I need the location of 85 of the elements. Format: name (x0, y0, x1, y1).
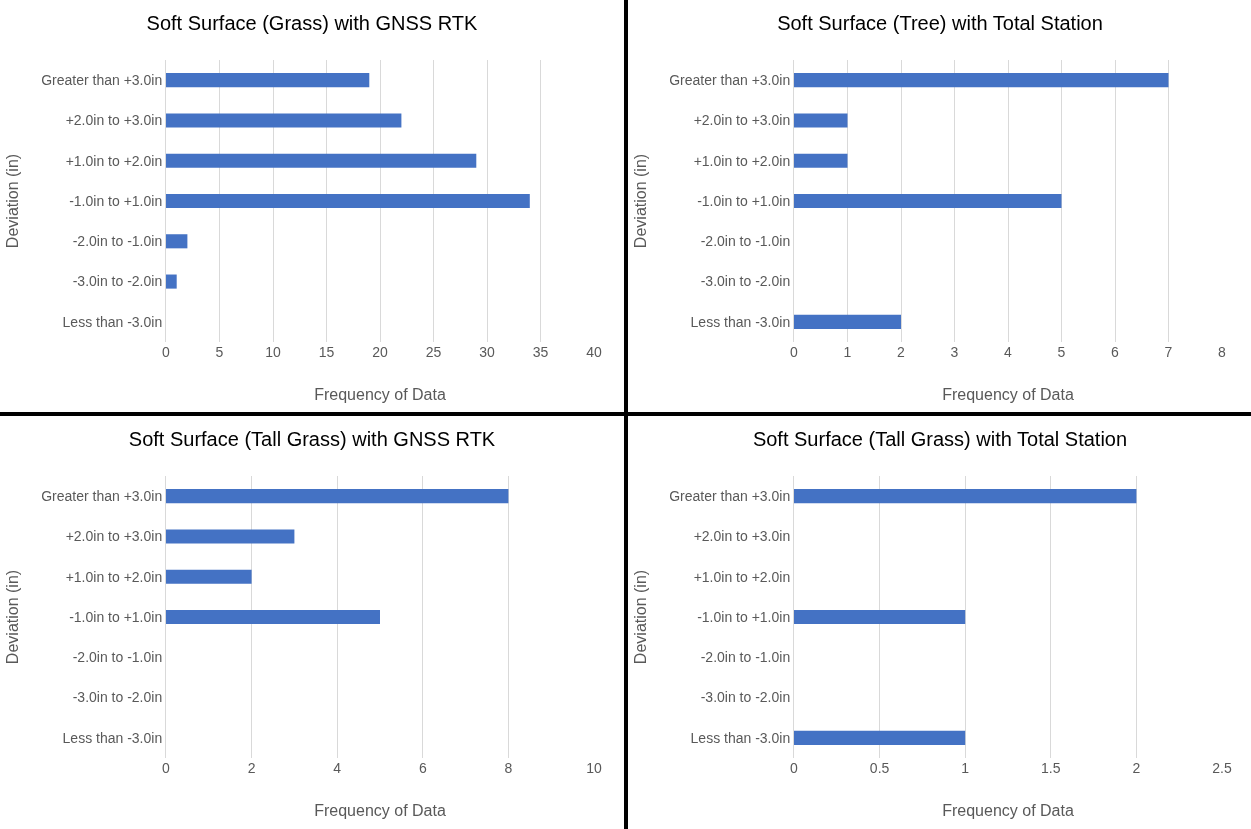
x-axis-title: Frequency of Data (314, 386, 446, 403)
bar (166, 234, 188, 249)
x-tick-label: 4 (333, 760, 342, 776)
bar (794, 193, 1062, 209)
y-tick-label: -2.0in to -1.0in (72, 649, 163, 666)
x-tick-label: 2.5 (1212, 760, 1232, 776)
y-tick-label: +2.0in to +3.0in (693, 112, 791, 129)
x-tick-label: 4 (1004, 344, 1013, 360)
bar (166, 193, 530, 209)
y-tick-label: -3.0in to -2.0in (700, 689, 791, 706)
x-tick-label: 25 (425, 344, 442, 360)
bar (166, 489, 509, 504)
bar (166, 274, 177, 289)
bar (166, 73, 370, 88)
x-tick-label: 0 (162, 344, 171, 360)
y-tick-label: +1.0in to +2.0in (693, 152, 791, 169)
x-tick-label: 20 (372, 344, 388, 360)
bar (794, 314, 901, 329)
y-tick-label: +2.0in to +3.0in (693, 528, 791, 545)
bar (166, 529, 295, 544)
bar (794, 153, 848, 168)
y-axis-title: Deviation (in) (632, 569, 650, 665)
x-tick-label: 6 (1111, 344, 1120, 360)
x-tick-label: 3 (950, 344, 959, 360)
y-tick-label: +2.0in to +3.0in (65, 528, 163, 545)
x-tick-label: 2 (897, 344, 906, 360)
chart-title: Soft Surface (Grass) with GNSS RTK (146, 12, 479, 35)
chart-title: Soft Surface (Tall Grass) with Total Station (752, 428, 1128, 451)
x-tick-label: 2 (247, 760, 256, 776)
x-tick-label: 0 (162, 760, 171, 776)
y-tick-label: +1.0in to +2.0in (65, 152, 163, 169)
bar (166, 113, 402, 128)
x-tick-label: 1 (843, 344, 852, 360)
bar (166, 609, 380, 625)
chart-title: Soft Surface (Tall Grass) with GNSS RTK (128, 428, 496, 451)
y-tick-label: Less than -3.0in (62, 729, 163, 746)
x-tick-label: 5 (215, 344, 224, 360)
bar (166, 153, 477, 168)
bar (794, 113, 848, 128)
y-tick-label: Greater than +3.0in (41, 72, 163, 89)
x-tick-label: 10 (265, 344, 281, 360)
y-tick-label: -2.0in to -1.0in (700, 649, 791, 666)
y-tick-label: Greater than +3.0in (41, 488, 163, 505)
y-tick-label: Less than -3.0in (690, 313, 791, 330)
chart-title: Soft Surface (Tree) with Total Station (777, 12, 1103, 35)
x-tick-label: 40 (586, 344, 602, 360)
x-tick-label: 0.5 (869, 760, 890, 776)
x-axis-title: Frequency of Data (314, 802, 446, 819)
y-tick-label: -1.0in to +1.0in (69, 192, 163, 209)
y-tick-label: -2.0in to -1.0in (700, 233, 791, 250)
x-tick-label: 1 (961, 760, 970, 776)
y-tick-label: -3.0in to -2.0in (700, 273, 791, 290)
y-axis-title: Deviation (in) (4, 153, 22, 249)
y-tick-label: -1.0in to +1.0in (697, 608, 791, 625)
bar (794, 73, 1169, 88)
y-tick-label: +2.0in to +3.0in (65, 112, 163, 129)
x-tick-label: 0 (790, 760, 799, 776)
x-tick-label: 6 (418, 760, 427, 776)
y-tick-label: +1.0in to +2.0in (65, 568, 163, 585)
x-axis-title: Frequency of Data (942, 802, 1074, 819)
y-tick-label: Less than -3.0in (62, 313, 163, 330)
x-tick-label: 7 (1164, 344, 1173, 360)
y-tick-label: -1.0in to +1.0in (69, 608, 163, 625)
y-tick-label: +1.0in to +2.0in (693, 568, 791, 585)
x-tick-label: 8 (504, 760, 513, 776)
x-tick-label: 1.5 (1041, 760, 1061, 776)
y-tick-label: Greater than +3.0in (669, 72, 791, 89)
x-tick-label: 5 (1057, 344, 1066, 360)
bar (166, 569, 252, 584)
x-tick-label: 10 (586, 760, 602, 776)
x-tick-label: 35 (532, 344, 549, 360)
y-tick-label: Less than -3.0in (690, 729, 791, 746)
y-axis-title: Deviation (in) (4, 569, 22, 665)
y-axis-title: Deviation (in) (632, 153, 650, 249)
y-tick-label: -2.0in to -1.0in (72, 233, 163, 250)
y-tick-label: -1.0in to +1.0in (697, 192, 791, 209)
x-tick-label: 30 (479, 344, 495, 360)
x-tick-label: 2 (1132, 760, 1141, 776)
y-tick-label: -3.0in to -2.0in (72, 689, 163, 706)
x-tick-label: 15 (318, 344, 335, 360)
y-tick-label: -3.0in to -2.0in (72, 273, 163, 290)
x-axis-title: Frequency of Data (942, 386, 1074, 403)
y-tick-label: Greater than +3.0in (669, 488, 791, 505)
x-tick-label: 8 (1218, 344, 1227, 360)
x-tick-label: 0 (790, 344, 799, 360)
